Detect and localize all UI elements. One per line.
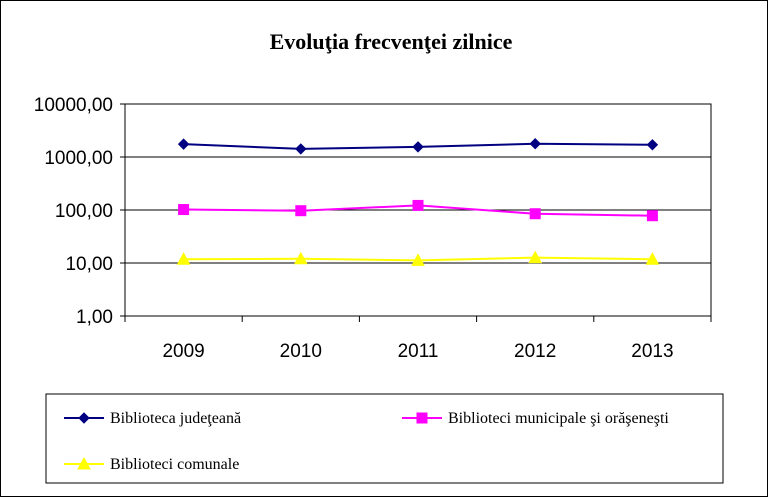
- legend-label: Biblioteci municipale şi orăşeneşti: [448, 410, 669, 427]
- y-tick-label: 10,00: [65, 254, 113, 275]
- data-point: [412, 199, 424, 211]
- chart-title: Evoluţia frecvenţei zilnice: [270, 29, 513, 54]
- y-tick-label: 10000,00: [34, 95, 113, 116]
- y-tick-label: 1000,00: [44, 148, 113, 169]
- x-tick-label: 2010: [280, 341, 322, 362]
- x-tick-label: 2013: [631, 341, 673, 362]
- x-tick-label: 2012: [514, 341, 556, 362]
- legend: Biblioteca judeţeană Biblioteci municipal…: [45, 393, 724, 484]
- data-point: [293, 251, 308, 265]
- data-point: [646, 139, 659, 151]
- plot-area: 1,00 10,00 100,00 1000,00 10000,00 2009 2010 20…: [34, 95, 712, 362]
- data-point: [529, 138, 541, 150]
- legend-box: [45, 393, 724, 484]
- data-point: [529, 208, 541, 220]
- data-point: [176, 252, 191, 265]
- y-tick-label: 100,00: [55, 201, 113, 222]
- data-point: [411, 253, 425, 266]
- data-point: [295, 205, 307, 217]
- legend-label: Biblioteci comunale: [110, 456, 239, 473]
- y-tick-label: 1,00: [76, 307, 113, 328]
- data-point: [295, 143, 307, 155]
- legend-marker: [77, 456, 91, 470]
- x-tick-label: 2011: [398, 341, 439, 362]
- data-point: [412, 141, 424, 153]
- legend-label: Biblioteca judeţeană: [110, 410, 241, 427]
- data-point: [178, 204, 190, 216]
- x-tick-label: 2009: [162, 341, 204, 362]
- data-point: [177, 138, 190, 150]
- data-point: [646, 210, 658, 222]
- data-point: [528, 250, 543, 264]
- legend-marker: [416, 412, 428, 424]
- data-point: [645, 252, 660, 265]
- legend-marker: [78, 412, 90, 424]
